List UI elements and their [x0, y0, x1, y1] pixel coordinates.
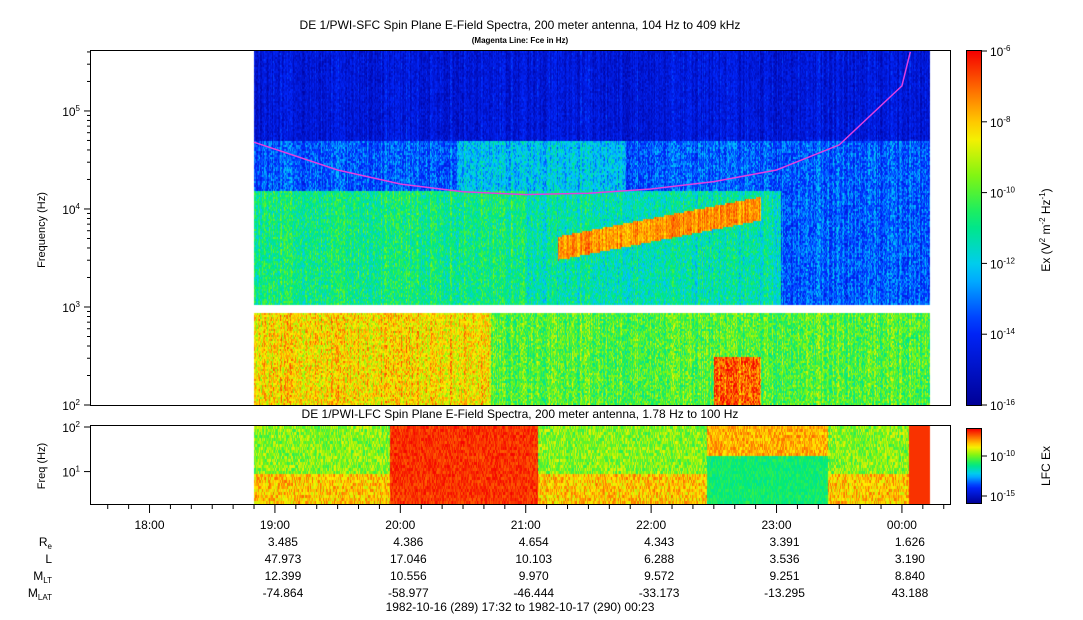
ephemeris-value: 4.386	[393, 535, 423, 549]
ephemeris-value: 10.556	[390, 569, 427, 583]
lfc-y-axis-label: Freq (Hz)	[36, 443, 48, 489]
ephemeris-value: 8.840	[895, 569, 925, 583]
ephemeris-value: 9.572	[644, 569, 674, 583]
ephemeris-value: 6.288	[644, 552, 674, 566]
ephemeris-value: -13.295	[764, 586, 805, 600]
sfc-y-axis-label: Frequency (Hz)	[36, 192, 48, 268]
ephemeris-value: -33.173	[639, 586, 680, 600]
sfc-title: DE 1/PWI-SFC Spin Plane E-Field Spectra,…	[299, 18, 741, 32]
lfc-colorbar-axis: 10-10 10-15 LFC Ex	[982, 446, 1053, 504]
sfc-spectrogram	[91, 51, 950, 405]
ephemeris-row-label: L	[45, 552, 52, 566]
ephemeris-value: 9.251	[770, 569, 800, 583]
lfc-spectrogram-panel	[90, 425, 951, 505]
ephemeris-value: 43.188	[892, 586, 929, 600]
ephemeris-row-label: Re	[39, 535, 53, 551]
sfc-colorbar	[966, 50, 982, 406]
sfc-cbar-tick-label: 10-12	[990, 256, 1015, 271]
time-tick-label: 22:00	[636, 518, 666, 532]
sfc-y-tick-label: 103	[62, 300, 80, 315]
time-tick-label: 00:00	[887, 518, 917, 532]
time-tick-label: 21:00	[511, 518, 541, 532]
ephemeris-value: 4.343	[644, 535, 674, 549]
sfc-cbar-tick-label: 10-6	[990, 44, 1011, 59]
time-tick-label: 20:00	[385, 518, 415, 532]
time-tick-label: 19:00	[260, 518, 290, 532]
ephemeris-value: -58.977	[388, 586, 429, 600]
ephemeris-value: -74.864	[263, 586, 304, 600]
lfc-cbar-tick-label: 10-10	[990, 449, 1015, 464]
sfc-cbar-tick-label: 10-8	[990, 115, 1011, 130]
sfc-y-axis: 102 103 104 105 Frequency (Hz)	[36, 51, 90, 413]
sfc-y-tick-label: 105	[62, 104, 80, 119]
ephemeris-value: 3.391	[770, 535, 800, 549]
ephemeris-value: 9.970	[519, 569, 549, 583]
lfc-y-axis: 101 102 Freq (Hz)	[36, 420, 90, 489]
ephemeris-value: -46.444	[513, 586, 554, 600]
ephemeris-row-label: MLT	[33, 569, 52, 585]
lfc-y-tick-label: 101	[62, 465, 80, 480]
sfc-spectrogram-panel	[90, 50, 951, 406]
ephemeris-value: 1.626	[895, 535, 925, 549]
time-axis-and-ephemeris: 18:00 19:00 20:00 21:00 22:00 23:00 00:00 Re 3.4…	[28, 505, 945, 600]
sfc-y-tick-label: 104	[62, 202, 80, 217]
ephemeris-value: 17.046	[390, 552, 427, 566]
ephemeris-value: 3.190	[895, 552, 925, 566]
ephemeris-value: 4.654	[519, 535, 549, 549]
ephemeris-row-label: MLAT	[28, 586, 52, 600]
ephemeris-value: 47.973	[265, 552, 302, 566]
ephemeris-value: 10.103	[515, 552, 552, 566]
fce-line-layer	[253, 51, 912, 196]
lfc-spectrogram	[91, 426, 950, 504]
sfc-y-tick-label: 102	[62, 398, 80, 413]
time-tick-label: 23:00	[762, 518, 792, 532]
time-range-label: 1982-10-16 (289) 17:32 to 1982-10-17 (29…	[385, 600, 655, 614]
sfc-cbar-tick-label: 10-10	[990, 186, 1015, 201]
sfc-subtitle: (Magenta Line: Fce in Hz)	[471, 36, 569, 45]
ephemeris-value: 3.536	[770, 552, 800, 566]
lfc-cbar-label: LFC Ex	[1039, 446, 1053, 486]
sfc-cbar-tick-label: 10-16	[990, 398, 1015, 413]
lfc-colorbar	[966, 428, 982, 504]
sfc-colorbar-axis: 10-6 10-8 10-10 10-12 10-14 10-16 Ex (V2 m-2 H…	[982, 44, 1053, 413]
time-tick-label: 18:00	[135, 518, 165, 532]
lfc-cbar-tick-label: 10-15	[990, 489, 1015, 504]
ephemeris-value: 3.485	[268, 535, 298, 549]
ephemeris-value: 12.399	[265, 569, 302, 583]
sfc-cbar-label: Ex (V2 m-2 Hz-1)	[1038, 188, 1053, 271]
sfc-cbar-tick-label: 10-14	[990, 327, 1015, 342]
lfc-y-tick-label: 102	[62, 420, 80, 435]
lfc-title: DE 1/PWI-LFC Spin Plane E-Field Spectra,…	[301, 407, 739, 421]
fce-line	[253, 51, 912, 196]
